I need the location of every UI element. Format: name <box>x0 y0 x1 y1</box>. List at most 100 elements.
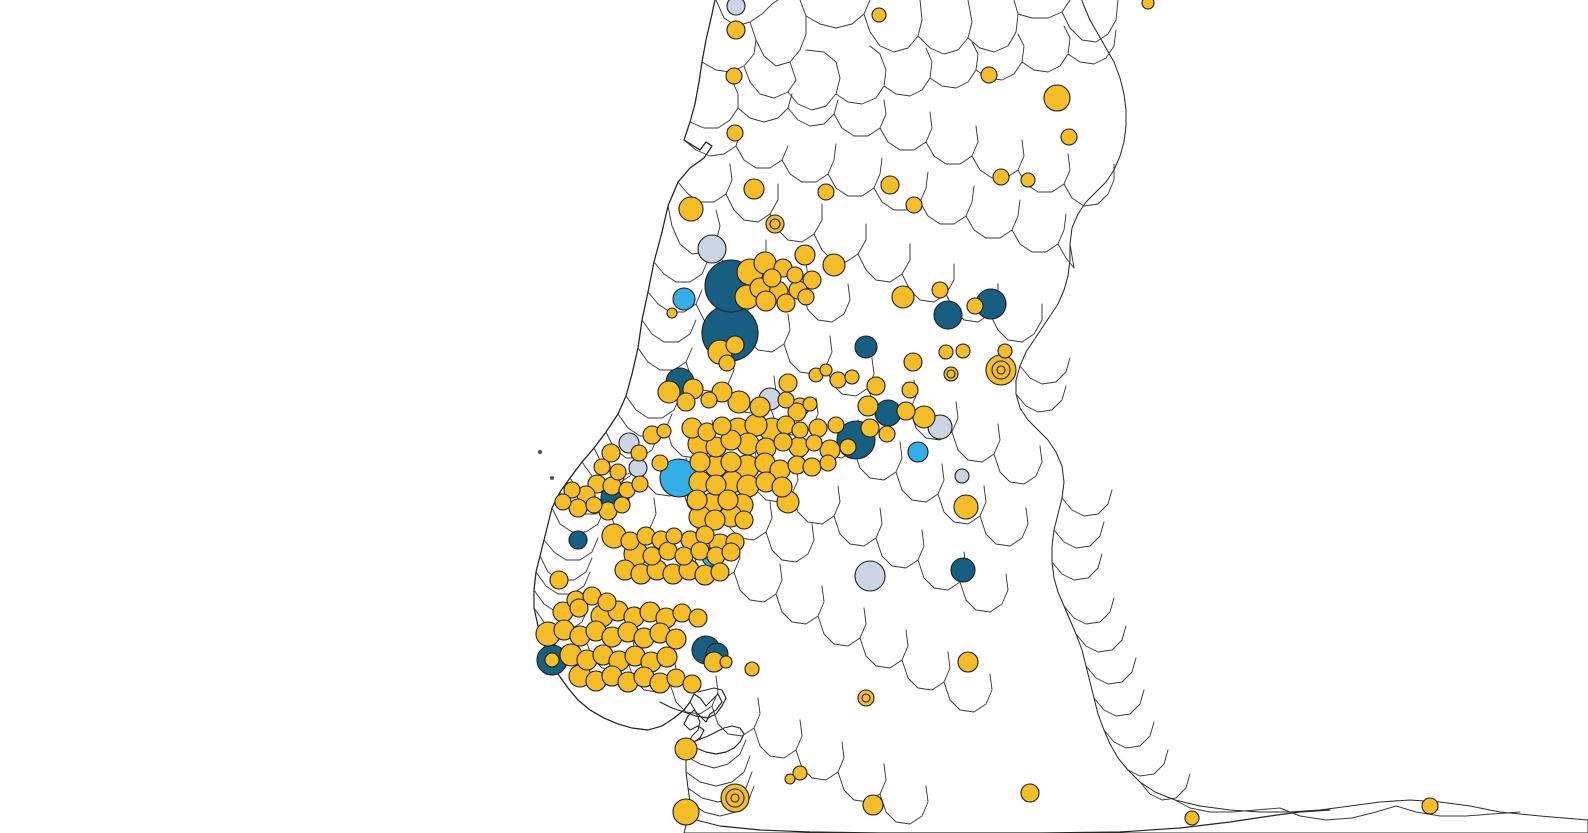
data-bubble-amber <box>773 432 793 452</box>
data-bubble-amber <box>797 288 815 306</box>
data-bubble-amber <box>802 457 822 477</box>
data-bubble-amber <box>717 489 739 511</box>
data-bubble-amber <box>695 525 715 545</box>
data-bubble-amber <box>705 474 727 496</box>
data-bubble-amber <box>957 651 979 673</box>
data-bubble-amber <box>808 418 828 438</box>
data-bubble-amber <box>666 307 678 319</box>
data-bubble-dark_teal <box>950 557 976 583</box>
data-bubble-amber <box>880 175 900 195</box>
islet-marker <box>537 449 543 455</box>
data-bubble-amber <box>792 765 808 781</box>
data-bubble-amber <box>666 668 686 688</box>
data-bubble-light_blue <box>907 441 929 463</box>
data-bubble-amber <box>953 494 979 520</box>
data-bubble-amber <box>642 546 662 566</box>
data-bubble-amber <box>1184 810 1200 826</box>
data-bubble-amber <box>672 798 700 826</box>
data-bubble-amber <box>896 401 916 421</box>
data-bubble-amber <box>839 438 857 456</box>
data-bubble-amber <box>791 421 809 439</box>
data-bubble-amber <box>1020 172 1036 188</box>
data-bubble-amber <box>871 7 887 23</box>
data-bubble-amber <box>620 531 640 551</box>
data-bubble-amber <box>569 598 589 618</box>
data-bubble-amber <box>1043 84 1071 112</box>
data-bubble-amber <box>665 527 683 545</box>
data-bubble-amber <box>601 443 621 463</box>
data-bubble-amber <box>802 270 822 290</box>
data-bubble-amber <box>593 458 611 476</box>
data-bubble-amber <box>827 416 845 434</box>
data-bubble-amber <box>997 343 1013 359</box>
data-bubble-amber <box>674 546 694 566</box>
data-bubble-amber <box>690 541 710 561</box>
data-bubble-amber <box>996 365 1006 375</box>
data-bubble-amber <box>718 354 736 372</box>
data-bubble-amber <box>597 592 617 612</box>
data-bubble-amber <box>672 603 692 623</box>
data-bubble-amber <box>955 343 971 359</box>
data-bubble-amber <box>727 390 751 414</box>
data-bubble-amber <box>866 376 886 396</box>
data-bubble-amber <box>931 281 949 299</box>
data-bubble-amber <box>678 196 704 222</box>
data-bubble-amber <box>688 608 708 628</box>
data-bubble-amber <box>725 67 743 85</box>
data-bubble-amber <box>734 510 754 530</box>
data-bubble-amber <box>778 373 798 393</box>
data-bubble-amber <box>829 371 847 389</box>
data-bubble-amber <box>817 183 835 201</box>
data-bubble-amber <box>966 297 984 315</box>
data-bubble-amber <box>784 773 796 785</box>
data-bubble-amber <box>665 628 687 650</box>
data-bubble-amber <box>725 335 745 355</box>
data-bubble-amber <box>769 218 781 230</box>
data-bubble-amber <box>776 293 796 313</box>
islet-marker <box>550 476 554 480</box>
muni-lines-north <box>667 0 1119 343</box>
data-bubble-amber <box>710 562 730 582</box>
data-bubble-amber <box>755 290 777 312</box>
data-bubble-amber <box>743 178 765 200</box>
data-bubble-amber <box>903 352 923 372</box>
estuary-inner-channel <box>659 687 727 719</box>
data-bubble-amber <box>1141 0 1155 10</box>
data-bubble-amber <box>657 380 681 404</box>
data-bubble-amber <box>549 570 569 590</box>
data-bubble-amber <box>744 661 760 677</box>
data-bubble-amber <box>554 493 572 511</box>
municipality-boundaries <box>533 0 1588 833</box>
data-bubble-amber <box>878 425 896 443</box>
tagus-estuary <box>683 693 723 759</box>
data-bubble-amber <box>862 794 884 816</box>
data-bubble-amber <box>631 475 649 493</box>
data-bubble-amber <box>905 196 923 214</box>
data-bubble-amber <box>689 451 711 473</box>
data-bubble-pale_grey <box>697 234 727 264</box>
data-bubble-amber <box>749 396 771 418</box>
data-bubble-amber <box>676 392 696 412</box>
data-bubble-amber <box>682 674 702 694</box>
data-bubble-amber <box>805 434 823 452</box>
sado-estuary <box>687 725 745 755</box>
data-bubble-amber <box>726 124 744 142</box>
data-bubble-amber <box>719 655 733 669</box>
data-bubble-light_blue <box>672 287 696 311</box>
data-bubble-amber <box>658 541 678 561</box>
proportional-symbol-layer <box>535 0 1439 826</box>
data-bubble-amber <box>704 509 726 531</box>
data-bubble-amber <box>1421 797 1439 815</box>
data-bubble-dark_teal <box>568 530 588 550</box>
data-bubble-amber <box>700 391 718 409</box>
data-bubble-amber <box>730 793 740 803</box>
data-bubble-amber <box>822 253 846 277</box>
data-bubble-amber <box>726 20 746 40</box>
data-bubble-amber <box>613 496 631 514</box>
muni-lines-south <box>533 357 1521 825</box>
data-bubble-pale_grey <box>726 0 746 16</box>
data-bubble-amber <box>860 418 880 438</box>
data-bubble-amber <box>980 66 998 84</box>
data-bubble-amber <box>891 285 915 309</box>
